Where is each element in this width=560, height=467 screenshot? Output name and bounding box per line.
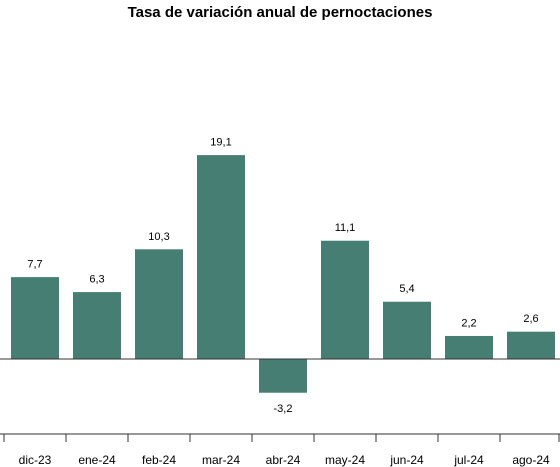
data-label-abr-24: -3,2 [274,403,293,415]
x-tick-label-dic-23: dic-23 [19,453,52,467]
x-tick-label-feb-24: feb-24 [142,453,176,467]
data-label-feb-24: 10,3 [148,231,169,243]
data-label-mar-24: 19,1 [210,137,231,149]
data-label-jul-24: 2,2 [461,317,476,329]
x-tick-label-jun-24: jun-24 [389,453,424,467]
bar-jun-24 [382,300,432,360]
bar-abr-24 [258,358,308,394]
bar-ene-24 [72,291,122,360]
data-label-ago-24: 2,6 [523,313,538,325]
x-axis-ticks [3,434,560,442]
x-tick-label-mar-24: mar-24 [202,453,240,467]
x-tick-label-may-24: may-24 [325,453,365,467]
bar-may-24 [320,239,370,360]
bar-ago-24 [506,330,556,360]
data-label-jun-24: 5,4 [399,283,414,295]
x-tick-label-abr-24: abr-24 [266,453,301,467]
data-label-ene-24: 6,3 [89,274,104,286]
data-label-may-24: 11,1 [335,222,356,234]
bar-jul-24 [444,334,494,360]
bar-feb-24 [134,248,184,360]
data-label-dic-23: 7,7 [27,259,42,271]
x-tick-label-ago-24: ago-24 [512,453,550,467]
x-axis-labels: dic-23 ene-24 feb-24 mar-24 abr-24 may-24 jun-… [19,453,550,467]
bar-dic-23 [10,276,60,360]
bar-mar-24 [196,154,246,360]
x-tick-label-ene-24: ene-24 [78,453,116,467]
x-tick-label-jul-24: jul-24 [453,453,484,467]
chart-title: Tasa de variación anual de pernoctacione… [127,4,433,21]
data-labels-group: 7,7 6,3 10,3 19,1 -3,2 11,1 5,4 2,2 2,6 [27,137,538,416]
